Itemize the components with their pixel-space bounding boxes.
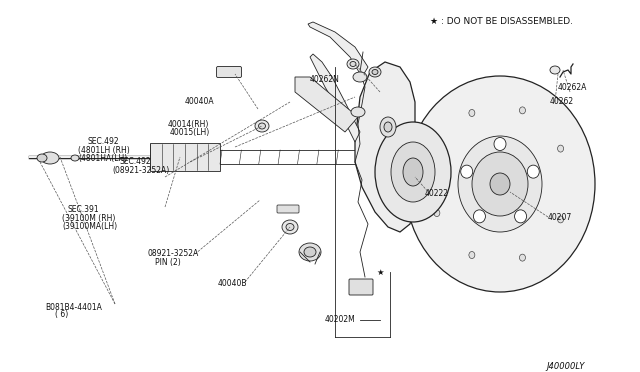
Text: 40207: 40207 bbox=[548, 212, 572, 221]
Text: 40040B: 40040B bbox=[218, 279, 248, 289]
Ellipse shape bbox=[282, 220, 298, 234]
FancyBboxPatch shape bbox=[349, 279, 373, 295]
Ellipse shape bbox=[299, 243, 321, 261]
Ellipse shape bbox=[405, 76, 595, 292]
Ellipse shape bbox=[469, 251, 475, 259]
Ellipse shape bbox=[527, 165, 540, 178]
Ellipse shape bbox=[351, 107, 365, 117]
Text: (39100MA(LH): (39100MA(LH) bbox=[62, 221, 117, 231]
Ellipse shape bbox=[384, 122, 392, 132]
Ellipse shape bbox=[472, 152, 528, 216]
Text: 40015(LH): 40015(LH) bbox=[170, 128, 211, 137]
Ellipse shape bbox=[490, 173, 510, 195]
FancyBboxPatch shape bbox=[277, 205, 299, 213]
Text: ★: ★ bbox=[376, 267, 384, 276]
Ellipse shape bbox=[375, 122, 451, 222]
Ellipse shape bbox=[434, 151, 440, 158]
Text: SEC.391: SEC.391 bbox=[68, 205, 100, 215]
Ellipse shape bbox=[557, 145, 564, 152]
Text: 40262N: 40262N bbox=[310, 76, 340, 84]
Text: 08921-3252A: 08921-3252A bbox=[148, 250, 199, 259]
FancyBboxPatch shape bbox=[216, 67, 241, 77]
Polygon shape bbox=[308, 22, 368, 77]
Ellipse shape bbox=[304, 247, 316, 257]
Ellipse shape bbox=[286, 224, 294, 231]
Polygon shape bbox=[295, 77, 358, 132]
Ellipse shape bbox=[380, 117, 396, 137]
Ellipse shape bbox=[474, 210, 485, 223]
Ellipse shape bbox=[458, 136, 542, 232]
Ellipse shape bbox=[372, 70, 378, 74]
Polygon shape bbox=[310, 54, 360, 142]
Text: J40000LY: J40000LY bbox=[547, 362, 585, 371]
Ellipse shape bbox=[391, 142, 435, 202]
Text: SEC.492: SEC.492 bbox=[120, 157, 152, 167]
Ellipse shape bbox=[403, 158, 423, 186]
Polygon shape bbox=[150, 143, 220, 171]
Text: PIN (2): PIN (2) bbox=[155, 257, 180, 266]
Text: (39100M (RH): (39100M (RH) bbox=[62, 214, 115, 222]
Text: 40014(RH): 40014(RH) bbox=[168, 119, 209, 128]
Polygon shape bbox=[355, 62, 415, 232]
Ellipse shape bbox=[494, 138, 506, 151]
Ellipse shape bbox=[255, 120, 269, 132]
Ellipse shape bbox=[550, 66, 560, 74]
Ellipse shape bbox=[520, 107, 525, 114]
Ellipse shape bbox=[350, 61, 356, 67]
Ellipse shape bbox=[41, 152, 59, 164]
Text: ★ : DO NOT BE DISASSEMBLED.: ★ : DO NOT BE DISASSEMBLED. bbox=[430, 17, 573, 26]
Text: SEC.492: SEC.492 bbox=[88, 138, 120, 147]
Text: 40202M: 40202M bbox=[325, 315, 356, 324]
Text: (4801HA(LH): (4801HA(LH) bbox=[78, 154, 127, 163]
Ellipse shape bbox=[557, 216, 564, 223]
Text: 40262A: 40262A bbox=[558, 83, 588, 92]
Text: 40262: 40262 bbox=[550, 97, 574, 106]
Ellipse shape bbox=[369, 67, 381, 77]
Ellipse shape bbox=[515, 210, 527, 223]
Ellipse shape bbox=[461, 165, 473, 178]
Ellipse shape bbox=[434, 209, 440, 217]
Text: 40222: 40222 bbox=[425, 189, 449, 199]
Ellipse shape bbox=[71, 155, 79, 161]
Ellipse shape bbox=[347, 59, 359, 69]
Ellipse shape bbox=[259, 123, 266, 129]
Text: (08921-3252A): (08921-3252A) bbox=[112, 166, 169, 174]
Ellipse shape bbox=[469, 109, 475, 116]
Text: ( 6): ( 6) bbox=[55, 311, 68, 320]
Text: B081B4-4401A: B081B4-4401A bbox=[45, 302, 102, 311]
Text: 40040A: 40040A bbox=[185, 97, 214, 106]
Ellipse shape bbox=[37, 154, 47, 162]
Ellipse shape bbox=[520, 254, 525, 261]
Ellipse shape bbox=[353, 72, 367, 82]
Text: (4801LH (RH): (4801LH (RH) bbox=[78, 145, 130, 154]
